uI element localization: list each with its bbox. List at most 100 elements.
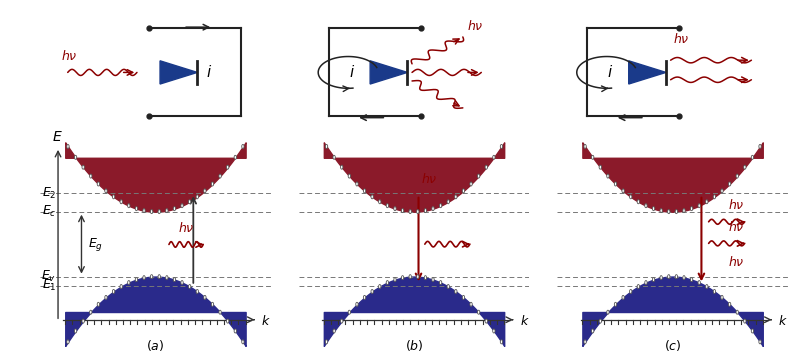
Circle shape (378, 200, 381, 204)
Text: $E_g$: $E_g$ (88, 236, 103, 253)
Circle shape (90, 310, 92, 314)
Circle shape (105, 295, 107, 299)
Circle shape (82, 165, 84, 169)
Circle shape (599, 165, 602, 169)
Circle shape (363, 189, 366, 193)
Circle shape (82, 319, 84, 323)
Circle shape (706, 200, 708, 204)
Circle shape (402, 209, 404, 213)
Circle shape (439, 281, 442, 285)
Text: $(a)$: $(a)$ (146, 338, 165, 353)
Text: $h\nu$: $h\nu$ (729, 220, 745, 234)
Circle shape (645, 204, 647, 208)
Circle shape (698, 281, 700, 285)
Circle shape (500, 340, 502, 344)
Circle shape (226, 319, 229, 323)
Text: $k$: $k$ (778, 314, 788, 328)
Circle shape (128, 281, 130, 285)
Circle shape (409, 275, 411, 279)
Text: $E_c$: $E_c$ (42, 204, 56, 219)
Text: $i$: $i$ (206, 64, 212, 80)
Text: $h\nu$: $h\nu$ (61, 49, 78, 62)
Circle shape (652, 207, 654, 211)
Circle shape (158, 210, 161, 214)
Circle shape (333, 329, 335, 333)
Circle shape (622, 295, 624, 299)
Circle shape (219, 174, 222, 178)
Circle shape (98, 302, 99, 306)
Circle shape (341, 165, 343, 169)
Circle shape (402, 276, 404, 280)
Text: $h\nu$: $h\nu$ (467, 19, 484, 33)
Circle shape (105, 189, 107, 193)
Circle shape (204, 295, 206, 299)
Circle shape (242, 340, 244, 344)
Circle shape (181, 281, 183, 285)
Circle shape (394, 207, 396, 211)
Circle shape (234, 155, 237, 159)
Circle shape (606, 310, 609, 314)
Text: $E_v$: $E_v$ (41, 269, 56, 284)
Circle shape (174, 207, 176, 211)
Circle shape (478, 310, 480, 314)
Circle shape (120, 285, 122, 288)
Text: $E_2$: $E_2$ (42, 186, 56, 201)
Circle shape (135, 207, 138, 211)
Circle shape (706, 285, 708, 288)
Circle shape (74, 329, 77, 333)
Circle shape (675, 210, 678, 214)
Circle shape (645, 281, 647, 285)
Circle shape (371, 195, 374, 199)
Circle shape (667, 210, 670, 214)
Polygon shape (629, 61, 666, 84)
Circle shape (470, 182, 472, 186)
Circle shape (181, 204, 183, 208)
Text: $h\nu$: $h\nu$ (729, 198, 745, 212)
Circle shape (98, 182, 99, 186)
Circle shape (432, 277, 434, 282)
Circle shape (485, 319, 487, 323)
Circle shape (447, 200, 450, 204)
Circle shape (652, 277, 654, 282)
Circle shape (166, 209, 168, 213)
Circle shape (630, 195, 632, 199)
Text: $k$: $k$ (261, 314, 270, 328)
Circle shape (113, 195, 114, 199)
Circle shape (371, 289, 374, 293)
Circle shape (493, 329, 495, 333)
Text: $h\nu$: $h\nu$ (673, 31, 690, 46)
Circle shape (637, 200, 639, 204)
Circle shape (447, 285, 450, 288)
Circle shape (500, 144, 502, 149)
Circle shape (591, 155, 594, 159)
Circle shape (470, 302, 472, 306)
Circle shape (714, 289, 715, 293)
Circle shape (462, 295, 465, 299)
Circle shape (219, 310, 222, 314)
Circle shape (454, 289, 457, 293)
Circle shape (721, 295, 723, 299)
Circle shape (751, 155, 754, 159)
Circle shape (660, 276, 662, 280)
Circle shape (378, 285, 381, 288)
Circle shape (736, 310, 738, 314)
Circle shape (630, 289, 632, 293)
Circle shape (599, 319, 602, 323)
Circle shape (204, 189, 206, 193)
Circle shape (736, 174, 738, 178)
Circle shape (120, 200, 122, 204)
Circle shape (326, 340, 328, 344)
Circle shape (493, 155, 495, 159)
Circle shape (683, 276, 685, 280)
Circle shape (591, 329, 594, 333)
Circle shape (135, 277, 138, 282)
Circle shape (386, 281, 389, 285)
Text: $h\nu$: $h\nu$ (178, 221, 194, 235)
Circle shape (143, 209, 145, 213)
Circle shape (759, 340, 762, 344)
Polygon shape (160, 61, 198, 84)
Circle shape (660, 209, 662, 213)
Circle shape (729, 302, 730, 306)
Circle shape (128, 204, 130, 208)
Text: $E_1$: $E_1$ (42, 278, 56, 293)
